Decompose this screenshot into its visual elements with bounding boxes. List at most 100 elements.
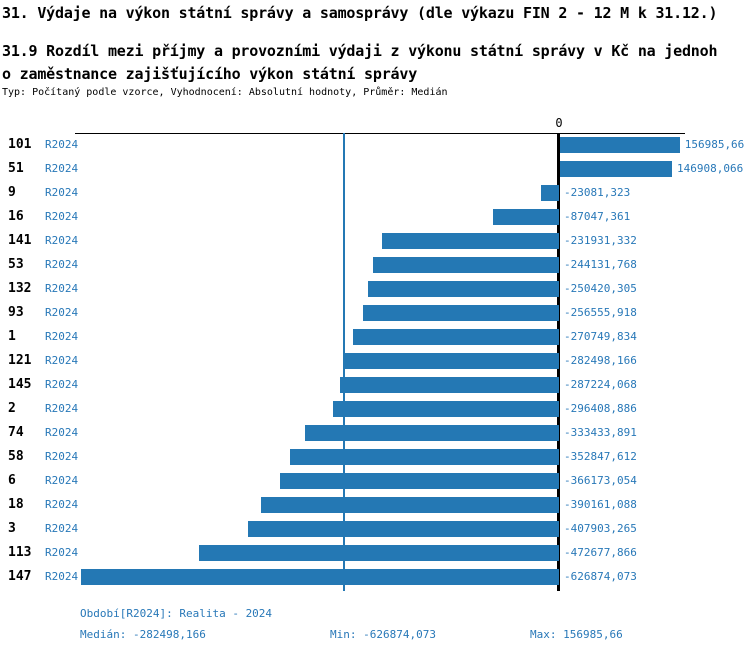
row-id-label: 141 [8, 233, 32, 248]
bar-value-label: -407903,265 [564, 522, 637, 535]
report-subtitle: 31.9 Rozdíl mezi příjmy a provozními výd… [2, 40, 717, 86]
bar [289, 449, 559, 465]
chart-row: 3 R2024 -407903,265 [0, 517, 750, 541]
row-id-label: 121 [8, 353, 32, 368]
bar [560, 137, 680, 153]
bar-value-label: -472677,866 [564, 546, 637, 559]
bar [368, 281, 559, 297]
row-period-link[interactable]: R2024 [45, 450, 79, 463]
chart-row: 147 R2024 -626874,073 [0, 565, 750, 589]
row-id-label: 2 [8, 401, 16, 416]
row-id-label: 51 [8, 161, 24, 176]
row-id-label: 132 [8, 281, 32, 296]
bar [304, 425, 559, 441]
row-period-link[interactable]: R2024 [45, 402, 79, 415]
bar [81, 569, 559, 585]
row-id-label: 147 [8, 569, 32, 584]
footer-period: Období[R2024]: Realita - 2024 [80, 607, 273, 620]
chart-row: 145 R2024 -287224,068 [0, 373, 750, 397]
row-period-link[interactable]: R2024 [45, 282, 79, 295]
row-period-link[interactable]: R2024 [45, 498, 79, 511]
chart-row: 16 R2024 -87047,361 [0, 205, 750, 229]
row-period-link[interactable]: R2024 [45, 234, 79, 247]
bar-value-label: -352847,612 [564, 450, 637, 463]
footer-median: Medián: -282498,166 [80, 628, 206, 641]
bar [339, 377, 559, 393]
row-period-link[interactable]: R2024 [45, 210, 79, 223]
row-id-label: 18 [8, 497, 24, 512]
report-subtitle-line-1: 31.9 Rozdíl mezi příjmy a provozními výd… [2, 42, 718, 60]
bar-value-label: -270749,834 [564, 330, 637, 343]
chart-row: 51 R2024 146908,066 [0, 157, 750, 181]
bar [261, 497, 559, 513]
bar [492, 209, 559, 225]
row-period-link[interactable]: R2024 [45, 570, 79, 583]
bar [363, 305, 559, 321]
chart-row: 121 R2024 -282498,166 [0, 349, 750, 373]
chart-row: 2 R2024 -296408,886 [0, 397, 750, 421]
bar-value-label: 146908,066 [677, 162, 744, 175]
chart-row: 93 R2024 -256555,918 [0, 301, 750, 325]
row-id-label: 93 [8, 305, 24, 320]
axis-line-top [75, 133, 685, 134]
row-period-link[interactable]: R2024 [45, 306, 79, 319]
row-period-link[interactable]: R2024 [45, 138, 79, 151]
chart-row: 132 R2024 -250420,305 [0, 277, 750, 301]
chart-row: 6 R2024 -366173,054 [0, 469, 750, 493]
chart-row: 18 R2024 -390161,088 [0, 493, 750, 517]
chart-row: 9 R2024 -23081,323 [0, 181, 750, 205]
row-period-link[interactable]: R2024 [45, 474, 79, 487]
bar [343, 353, 559, 369]
bar-value-label: -333433,891 [564, 426, 637, 439]
row-period-link[interactable]: R2024 [45, 258, 79, 271]
bar-value-label: -296408,886 [564, 402, 637, 415]
row-id-label: 74 [8, 425, 24, 440]
bar-value-label: -256555,918 [564, 306, 637, 319]
bar [198, 545, 559, 561]
chart-row: 1 R2024 -270749,834 [0, 325, 750, 349]
row-period-link[interactable]: R2024 [45, 378, 79, 391]
bar [247, 521, 559, 537]
bar [352, 329, 559, 345]
row-id-label: 145 [8, 377, 32, 392]
row-id-label: 58 [8, 449, 24, 464]
footer-min: Min: -626874,073 [330, 628, 436, 641]
bar-value-label: -250420,305 [564, 282, 637, 295]
row-period-link[interactable]: R2024 [45, 354, 79, 367]
row-period-link[interactable]: R2024 [45, 330, 79, 343]
row-id-label: 53 [8, 257, 24, 272]
bar-value-label: -282498,166 [564, 354, 637, 367]
bar-value-label: -23081,323 [564, 186, 631, 199]
bar-value-label: -366173,054 [564, 474, 637, 487]
row-id-label: 1 [8, 329, 16, 344]
bar-value-label: -287224,068 [564, 378, 637, 391]
row-id-label: 6 [8, 473, 16, 488]
report-subtitle-line-2: o zaměstnance zajišťujícího výkon státní… [2, 65, 418, 83]
row-id-label: 113 [8, 545, 32, 560]
chart-row: 58 R2024 -352847,612 [0, 445, 750, 469]
bar [372, 257, 559, 273]
chart-row: 101 R2024 156985,66 [0, 133, 750, 157]
row-period-link[interactable]: R2024 [45, 522, 79, 535]
bar-value-label: -390161,088 [564, 498, 637, 511]
row-period-link[interactable]: R2024 [45, 186, 79, 199]
bar [382, 233, 559, 249]
chart-row: 74 R2024 -333433,891 [0, 421, 750, 445]
row-period-link[interactable]: R2024 [45, 426, 79, 439]
zero-tick-label: 0 [555, 116, 563, 130]
report-title: 31. Výdaje na výkon státní správy a samo… [2, 4, 718, 22]
row-id-label: 16 [8, 209, 24, 224]
bar-value-label: -87047,361 [564, 210, 631, 223]
bar-value-label: 156985,66 [684, 138, 745, 151]
chart-row: 113 R2024 -472677,866 [0, 541, 750, 565]
chart-row: 53 R2024 -244131,768 [0, 253, 750, 277]
bar-value-label: -244131,768 [564, 258, 637, 271]
row-id-label: 9 [8, 185, 16, 200]
row-period-link[interactable]: R2024 [45, 546, 79, 559]
bar [332, 401, 559, 417]
bar [560, 161, 673, 177]
row-period-link[interactable]: R2024 [45, 162, 79, 175]
report-meta-line: Typ: Počítaný podle vzorce, Vyhodnocení:… [2, 87, 448, 98]
